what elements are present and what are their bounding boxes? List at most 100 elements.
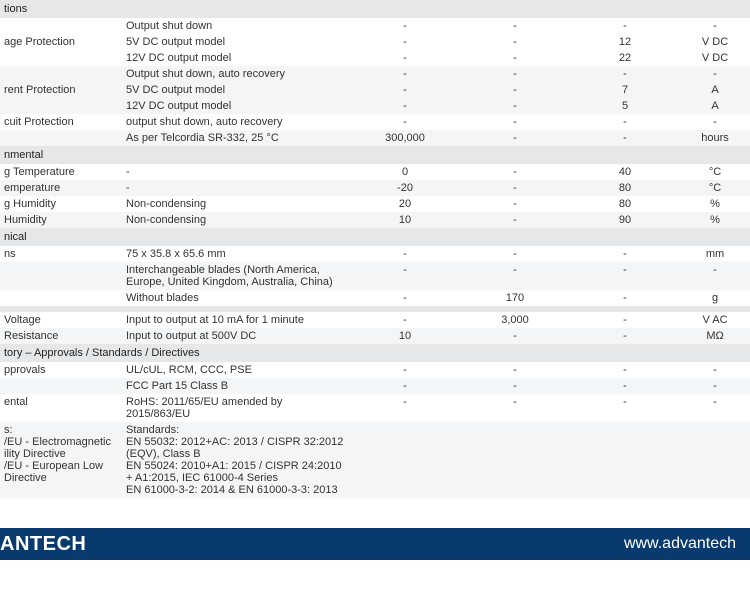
section-title: tory – Approvals / Standards / Directive… xyxy=(0,344,750,362)
row-val-1: - xyxy=(350,34,460,50)
table-row: Interchangeable blades (North America, E… xyxy=(0,262,750,290)
table-row: emperature--20-80°C xyxy=(0,180,750,196)
row-condition: Without blades xyxy=(122,290,350,306)
row-val-1: 0 xyxy=(350,164,460,180)
row-unit: °C xyxy=(680,180,750,196)
table-row: s:/EU - Electromagneticility Directive/E… xyxy=(0,422,750,498)
row-val-3: - xyxy=(570,312,680,328)
row-val-3: 7 xyxy=(570,82,680,98)
row-label: g Humidity xyxy=(0,196,122,212)
row-label: ental xyxy=(0,394,122,422)
row-condition: 5V DC output model xyxy=(122,34,350,50)
section-header: nmental xyxy=(0,146,750,164)
row-val-1: - xyxy=(350,246,460,262)
table-row: ns 75 x 35.8 x 65.6 mm---mm xyxy=(0,246,750,262)
row-unit: MΩ xyxy=(680,328,750,344)
row-val-3: 22 xyxy=(570,50,680,66)
row-condition: Non-condensing xyxy=(122,212,350,228)
row-label: age Protection xyxy=(0,34,122,50)
row-val-2: - xyxy=(460,82,570,98)
row-val-2: - xyxy=(460,246,570,262)
row-condition: 5V DC output model xyxy=(122,82,350,98)
row-val-2: - xyxy=(460,34,570,50)
table-row: entalRoHS: 2011/65/EU amended by 2015/86… xyxy=(0,394,750,422)
row-unit: % xyxy=(680,212,750,228)
row-unit xyxy=(680,422,750,498)
row-label: g Temperature xyxy=(0,164,122,180)
row-condition: FCC Part 15 Class B xyxy=(122,378,350,394)
table-row: ResistanceInput to output at 500V DC10--… xyxy=(0,328,750,344)
row-val-2: 3,000 xyxy=(460,312,570,328)
row-condition: 12V DC output model xyxy=(122,98,350,114)
row-val-3: - xyxy=(570,130,680,146)
row-val-2: - xyxy=(460,394,570,422)
row-val-2: - xyxy=(460,362,570,378)
row-label: rent Protection xyxy=(0,82,122,98)
row-val-3: 80 xyxy=(570,180,680,196)
row-val-1: 20 xyxy=(350,196,460,212)
row-val-1: - xyxy=(350,82,460,98)
row-condition: output shut down, auto recovery xyxy=(122,114,350,130)
row-val-3: 12 xyxy=(570,34,680,50)
row-val-3: 90 xyxy=(570,212,680,228)
row-condition: Standards:EN 55032: 2012+AC: 2013 / CISP… xyxy=(122,422,350,498)
row-val-3 xyxy=(570,422,680,498)
footer-url: www.advantech xyxy=(624,535,736,553)
row-label: pprovals xyxy=(0,362,122,378)
row-val-3: - xyxy=(570,262,680,290)
row-val-3: - xyxy=(570,362,680,378)
row-val-3: - xyxy=(570,394,680,422)
row-val-2: - xyxy=(460,18,570,34)
row-val-2: - xyxy=(460,130,570,146)
row-val-1: 300,000 xyxy=(350,130,460,146)
row-label: ns xyxy=(0,246,122,262)
row-condition: Interchangeable blades (North America, E… xyxy=(122,262,350,290)
section-title: nmental xyxy=(0,146,750,164)
row-val-2: - xyxy=(460,114,570,130)
section-header: tory – Approvals / Standards / Directive… xyxy=(0,344,750,362)
table-row: FCC Part 15 Class B---- xyxy=(0,378,750,394)
row-label xyxy=(0,262,122,290)
row-val-2: - xyxy=(460,262,570,290)
row-val-2: - xyxy=(460,378,570,394)
brand-logo: ANTECH xyxy=(0,533,86,556)
row-val-3: 40 xyxy=(570,164,680,180)
table-row: g HumidityNon-condensing20-80% xyxy=(0,196,750,212)
spec-table-wrapper: tionsOutput shut down----age Protection5… xyxy=(0,0,750,498)
row-condition: 12V DC output model xyxy=(122,50,350,66)
row-val-1: -20 xyxy=(350,180,460,196)
table-row: cuit Protectionoutput shut down, auto re… xyxy=(0,114,750,130)
row-unit: V DC xyxy=(680,50,750,66)
row-condition: As per Telcordia SR-332, 25 °C xyxy=(122,130,350,146)
table-row: Output shut down---- xyxy=(0,18,750,34)
row-val-1: - xyxy=(350,98,460,114)
row-val-1: 10 xyxy=(350,212,460,228)
row-unit: - xyxy=(680,394,750,422)
row-val-3: - xyxy=(570,290,680,306)
row-condition: Non-condensing xyxy=(122,196,350,212)
section-header: nical xyxy=(0,228,750,246)
row-val-1: - xyxy=(350,50,460,66)
row-unit: - xyxy=(680,362,750,378)
row-val-3: - xyxy=(570,114,680,130)
table-row: age Protection5V DC output model--12V DC xyxy=(0,34,750,50)
row-condition: Input to output at 10 mA for 1 minute xyxy=(122,312,350,328)
row-val-3: 5 xyxy=(570,98,680,114)
row-val-1: - xyxy=(350,18,460,34)
table-row: Without blades-170-g xyxy=(0,290,750,306)
table-row: VoltageInput to output at 10 mA for 1 mi… xyxy=(0,312,750,328)
row-unit: A xyxy=(680,82,750,98)
row-label xyxy=(0,130,122,146)
row-val-1: - xyxy=(350,312,460,328)
row-unit: - xyxy=(680,66,750,82)
row-val-1 xyxy=(350,422,460,498)
table-row: HumidityNon-condensing10-90% xyxy=(0,212,750,228)
row-condition: - xyxy=(122,180,350,196)
table-row: 12V DC output model--22V DC xyxy=(0,50,750,66)
row-val-1: - xyxy=(350,66,460,82)
row-val-2 xyxy=(460,422,570,498)
row-val-1: - xyxy=(350,290,460,306)
row-val-3: 80 xyxy=(570,196,680,212)
row-val-1: - xyxy=(350,362,460,378)
section-header: tions xyxy=(0,0,750,18)
